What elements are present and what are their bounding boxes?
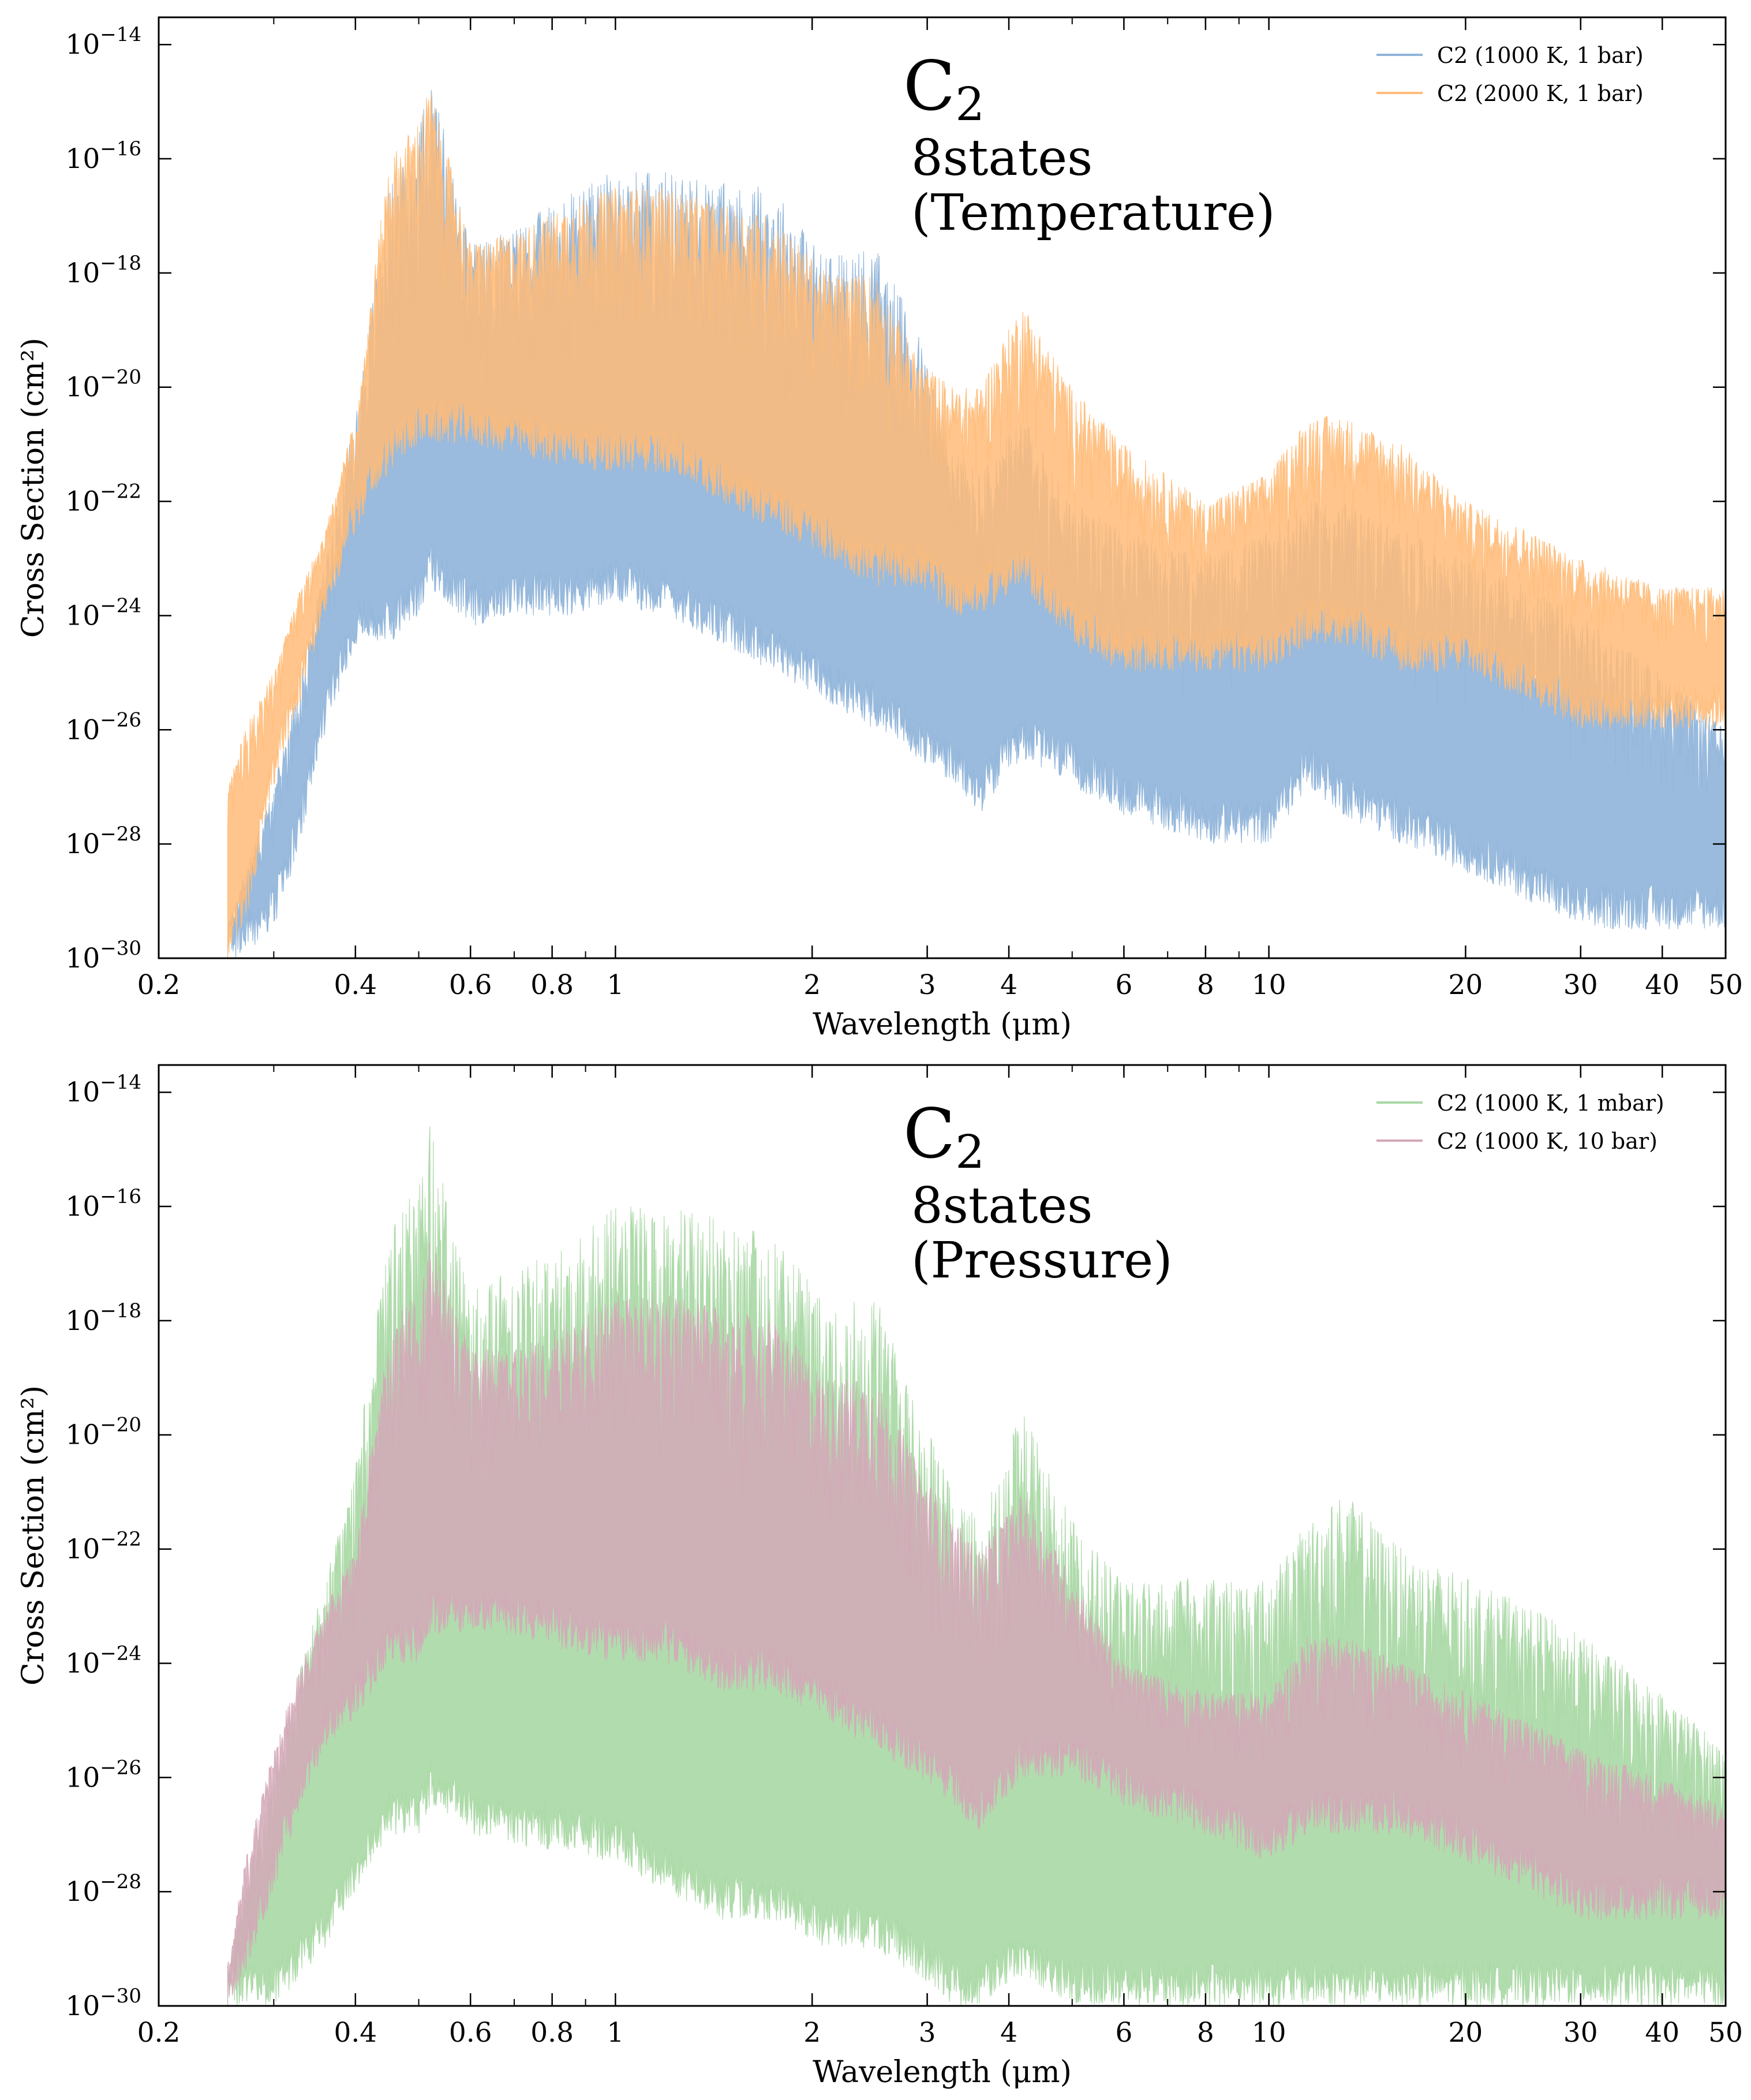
x-tick-label: 2 (803, 969, 821, 1001)
y-tick-label: 10−20 (65, 366, 141, 403)
y-tick-label: 10−22 (65, 480, 141, 518)
legend-label: C2 (1000 K, 1 mbar) (1437, 1090, 1664, 1116)
y-tick-label: 10−16 (65, 137, 141, 175)
x-tick-label: 4 (1000, 2017, 1017, 2049)
x-tick-label: 40 (1645, 2017, 1679, 2049)
y-tick-label: 10−24 (65, 1642, 141, 1679)
y-tick-label: 10−28 (65, 823, 141, 860)
x-tick-label: 0.8 (530, 969, 574, 1001)
x-tick-label: 4 (1000, 969, 1017, 1001)
legend-label: C2 (1000 K, 1 bar) (1437, 43, 1644, 68)
molecule-label: C2 (903, 46, 985, 131)
series-2-spectrum (227, 1242, 1726, 2006)
y-tick-label: 10−14 (65, 1071, 141, 1108)
x-tick-label: 1 (607, 2017, 624, 2049)
y-tick-label: 10−14 (65, 23, 141, 61)
x-tick-label: 0.6 (449, 2017, 492, 2049)
plot-area (227, 89, 1726, 958)
y-tick-label: 10−24 (65, 594, 141, 632)
y-tick-label: 10−20 (65, 1414, 141, 1451)
molecule-label: C2 (903, 1094, 985, 1179)
x-tick-label: 50 (1708, 2017, 1743, 2049)
y-tick-label: 10−16 (65, 1185, 141, 1223)
y-tick-label: 10−26 (65, 708, 141, 746)
x-axis-title: Wavelength (μm) (813, 2055, 1072, 2090)
x-tick-label: 0.4 (334, 2017, 377, 2049)
y-tick-label: 10−28 (65, 1870, 141, 1908)
x-tick-label: 50 (1708, 969, 1743, 1001)
x-tick-label: 0.8 (530, 2017, 574, 2049)
plot-frame (158, 16, 1727, 959)
x-axis-title: Wavelength (μm) (813, 1007, 1072, 1042)
legend-label: C2 (1000 K, 10 bar) (1437, 1129, 1658, 1154)
chart-panel-2: 0.2 0.4 0.6 0.8 1 2 3 4 6 8 10 20 30 40 50 10−30 10−28 10… (16, 1064, 1743, 2090)
x-tick-label: 0.4 (334, 969, 377, 1001)
x-tick-label: 20 (1449, 2017, 1483, 2049)
y-tick-label: 10−22 (65, 1528, 141, 1565)
x-tick-label: 8 (1197, 2017, 1214, 2049)
annotation-line1: 8states (911, 129, 1092, 187)
x-tick-label: 2 (803, 2017, 821, 2049)
x-tick-label: 20 (1449, 969, 1483, 1001)
x-tick-label: 1 (607, 969, 624, 1001)
x-tick-label: 8 (1197, 969, 1214, 1001)
y-axis-title: Cross Section (cm²) (16, 1385, 51, 1686)
x-tick-label: 30 (1563, 2017, 1598, 2049)
x-tick-label: 10 (1252, 969, 1286, 1001)
y-tick-label: 10−18 (65, 252, 141, 289)
x-tick-label: 3 (919, 969, 936, 1001)
x-tick-label: 0.2 (137, 969, 181, 1001)
legend-label: C2 (2000 K, 1 bar) (1437, 81, 1644, 106)
plot-frame (158, 1064, 1727, 2007)
annotation-line2: (Temperature) (911, 184, 1275, 242)
x-tick-label: 6 (1115, 2017, 1132, 2049)
x-tick-label: 3 (919, 2017, 936, 2049)
y-tick-label: 10−30 (65, 1985, 141, 2022)
y-axis-title: Cross Section (cm²) (16, 338, 51, 638)
y-tick-label: 10−26 (65, 1756, 141, 1793)
x-tick-label: 0.2 (137, 2017, 181, 2049)
x-tick-label: 40 (1645, 969, 1679, 1001)
annotation-line2: (Pressure) (911, 1232, 1173, 1290)
x-tick-label: 0.6 (449, 969, 492, 1001)
chart-panel-1: 0.2 0.4 0.6 0.8 1 2 3 4 6 8 10 20 30 40 50 10−30 10−28 10… (16, 16, 1743, 1042)
y-tick-label: 10−30 (65, 937, 141, 974)
plot-area (227, 1126, 1726, 2006)
x-tick-label: 6 (1115, 969, 1132, 1001)
y-tick-label: 10−18 (65, 1299, 141, 1337)
x-tick-label: 30 (1563, 969, 1598, 1001)
x-tick-label: 10 (1252, 2017, 1286, 2049)
annotation-line1: 8states (911, 1177, 1092, 1235)
series-2-spectrum (227, 94, 1726, 958)
